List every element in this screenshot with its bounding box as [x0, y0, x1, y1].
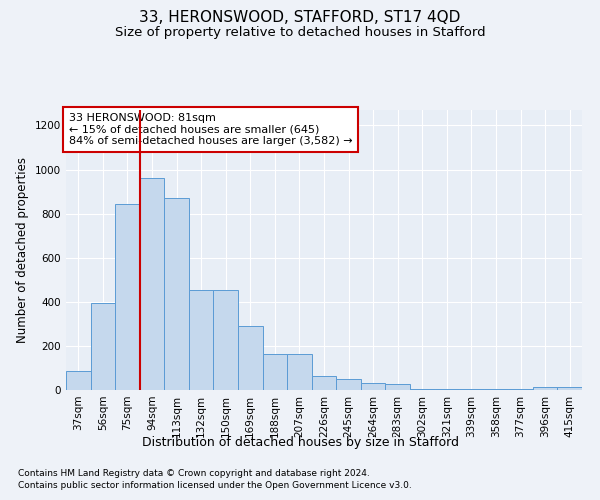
- Bar: [164, 198, 189, 390]
- Bar: [336, 379, 361, 390]
- Bar: [66, 372, 91, 390]
- Text: Contains public sector information licensed under the Open Government Licence v3: Contains public sector information licen…: [18, 482, 412, 490]
- Bar: [484, 389, 508, 390]
- Text: Distribution of detached houses by size in Stafford: Distribution of detached houses by size …: [142, 436, 458, 449]
- Bar: [361, 384, 385, 390]
- Bar: [312, 376, 336, 390]
- Bar: [459, 389, 484, 390]
- Bar: [115, 204, 140, 390]
- Bar: [238, 326, 263, 390]
- Text: Contains HM Land Registry data © Crown copyright and database right 2024.: Contains HM Land Registry data © Crown c…: [18, 470, 370, 478]
- Bar: [214, 290, 238, 390]
- Bar: [410, 389, 434, 390]
- Text: 33 HERONSWOOD: 81sqm
← 15% of detached houses are smaller (645)
84% of semi-deta: 33 HERONSWOOD: 81sqm ← 15% of detached h…: [68, 113, 352, 146]
- Bar: [385, 384, 410, 390]
- Y-axis label: Number of detached properties: Number of detached properties: [16, 157, 29, 343]
- Bar: [140, 178, 164, 390]
- Bar: [533, 388, 557, 390]
- Text: 33, HERONSWOOD, STAFFORD, ST17 4QD: 33, HERONSWOOD, STAFFORD, ST17 4QD: [139, 10, 461, 25]
- Bar: [287, 354, 312, 390]
- Bar: [434, 389, 459, 390]
- Bar: [91, 303, 115, 390]
- Bar: [189, 290, 214, 390]
- Bar: [508, 389, 533, 390]
- Text: Size of property relative to detached houses in Stafford: Size of property relative to detached ho…: [115, 26, 485, 39]
- Bar: [557, 388, 582, 390]
- Bar: [263, 354, 287, 390]
